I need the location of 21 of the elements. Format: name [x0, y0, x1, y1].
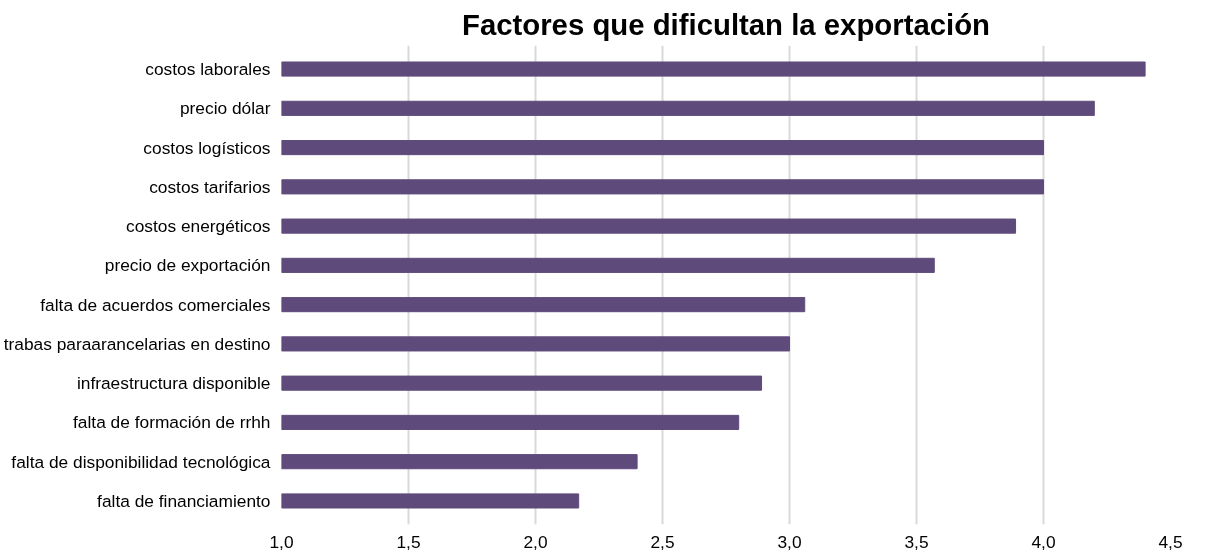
- y-tick-label: falta de formación de rrhh: [73, 412, 271, 433]
- x-tick-label: 2,5: [650, 531, 675, 552]
- y-tick-label: falta de acuerdos comerciales: [40, 294, 271, 315]
- x-tick-label: 4,5: [1158, 531, 1183, 552]
- x-tick-label: 3,5: [904, 531, 929, 552]
- y-tick-label: falta de financiamiento: [97, 490, 271, 511]
- y-tick-label: costos laborales: [145, 59, 271, 80]
- y-tick-label: precio de exportación: [104, 255, 271, 276]
- x-tick-label: 1,0: [269, 531, 294, 552]
- y-tick-label: costos energéticos: [126, 216, 271, 237]
- y-tick-label: precio dólar: [179, 98, 271, 119]
- chart-title: Factores que dificultan la exportación: [461, 7, 991, 41]
- x-tick-label: 2,0: [523, 531, 548, 552]
- y-tick-label: infraestructura disponible: [76, 373, 271, 394]
- y-tick-label: costos tarifarios: [149, 176, 271, 197]
- y-tick-label: trabas paraarancelarias en destino: [3, 333, 271, 354]
- x-tick-label: 3,0: [777, 531, 802, 552]
- y-tick-label: costos logísticos: [143, 137, 271, 158]
- x-tick-label: 4,0: [1031, 531, 1056, 552]
- x-tick-label: 1,5: [396, 531, 421, 552]
- y-tick-label: falta de disponibilidad tecnológica: [11, 451, 271, 472]
